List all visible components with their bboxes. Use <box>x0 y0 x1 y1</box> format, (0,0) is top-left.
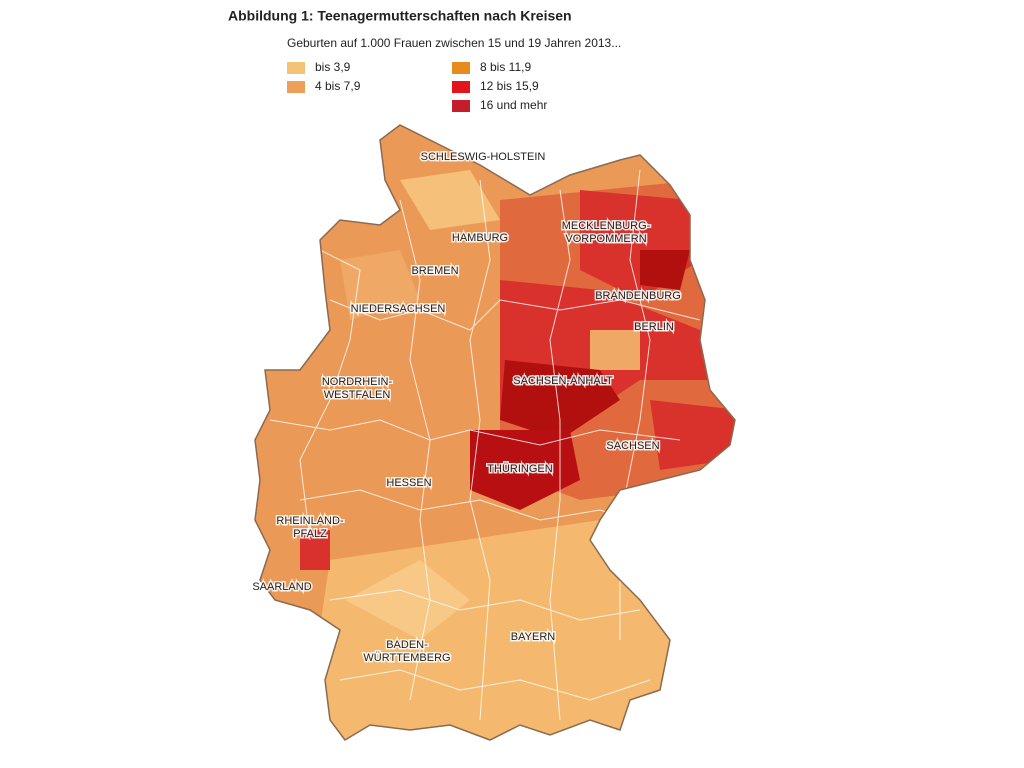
map-zone <box>500 360 620 440</box>
legend-swatch <box>452 81 470 93</box>
region-label: BERLIN <box>634 321 674 333</box>
region-label: BREMEN <box>411 265 458 277</box>
region-label: SACHSEN <box>606 440 659 452</box>
region-label-line: SACHSEN-ANHALT <box>513 375 613 387</box>
region-label: NIEDERSACHSEN <box>351 303 446 315</box>
region-label-line: PFALZ <box>293 528 327 540</box>
map-zone <box>340 250 420 320</box>
region-label: SAARLAND <box>252 581 311 593</box>
map-zone <box>590 330 640 370</box>
region-label: THÜRINGEN <box>487 463 552 475</box>
legend: bis 3,9 4 bis 7,9 8 bis 11,9 12 bis 15,9 16 … <box>287 60 547 112</box>
region-label: BADEN-WÜRTTEMBERG <box>363 639 450 664</box>
region-label-line: WESTFALEN <box>324 389 391 401</box>
region-label-line: BERLIN <box>634 321 674 333</box>
legend-swatch <box>452 100 470 112</box>
region-label-line: SCHLESWIG-HOLSTEIN <box>421 151 546 163</box>
region-label-line: HESSEN <box>386 477 431 489</box>
region-label-line: THÜRINGEN <box>487 463 552 475</box>
map-zone <box>470 430 580 510</box>
region-label-line: RHEINLAND- <box>276 515 344 527</box>
map-zone <box>345 560 470 640</box>
legend-swatch <box>287 81 305 93</box>
legend-label: 8 bis 11,9 <box>480 60 531 74</box>
region-label-line: BAYERN <box>511 631 555 643</box>
region-label-line: BREMEN <box>411 265 458 277</box>
region-label: MECKLENBURG-VORPOMMERN <box>562 220 651 245</box>
map-zone <box>400 170 500 230</box>
region-label-line: BADEN- <box>386 639 428 651</box>
map <box>255 125 735 740</box>
legend-swatch <box>287 62 305 74</box>
region-label: BRANDENBURG <box>595 290 681 302</box>
region-label-line: NIEDERSACHSEN <box>351 303 446 315</box>
region-label-line: HAMBURG <box>452 232 508 244</box>
region-label-line: SAARLAND <box>252 581 311 593</box>
region-label-line: WÜRTTEMBERG <box>363 652 450 664</box>
region-label: HESSEN <box>386 477 431 489</box>
region-label: HAMBURG <box>452 232 508 244</box>
title: Abbildung 1: Teenagermutterschaften nach… <box>228 8 572 24</box>
region-label-line: BRANDENBURG <box>595 290 681 302</box>
region-label: NORDRHEIN-WESTFALEN <box>322 376 393 401</box>
legend-label: 16 und mehr <box>480 98 547 112</box>
region-label: RHEINLAND-PFALZ <box>276 515 344 540</box>
legend-label: 4 bis 7,9 <box>315 79 361 93</box>
region-label-line: NORDRHEIN- <box>322 376 393 388</box>
map-zone <box>300 530 330 570</box>
legend-swatch <box>452 62 470 74</box>
region-label-line: SACHSEN <box>606 440 659 452</box>
region-label: SACHSEN-ANHALT <box>513 375 613 387</box>
district-lines <box>269 169 701 721</box>
region-label: SCHLESWIG-HOLSTEIN <box>421 151 546 163</box>
region-label-line: MECKLENBURG- <box>562 220 651 232</box>
legend-label: bis 3,9 <box>315 60 351 74</box>
map-zone <box>650 400 735 470</box>
region-label-line: VORPOMMERN <box>565 233 646 245</box>
region-labels: SCHLESWIG-HOLSTEIN HAMBURG MECKLENBURG-VOR… <box>251 149 682 665</box>
legend-label: 12 bis 15,9 <box>480 79 539 93</box>
map-zone <box>640 250 690 290</box>
subtitle: Geburten auf 1.000 Frauen zwischen 15 un… <box>287 36 621 50</box>
region-label: BAYERN <box>511 631 555 643</box>
